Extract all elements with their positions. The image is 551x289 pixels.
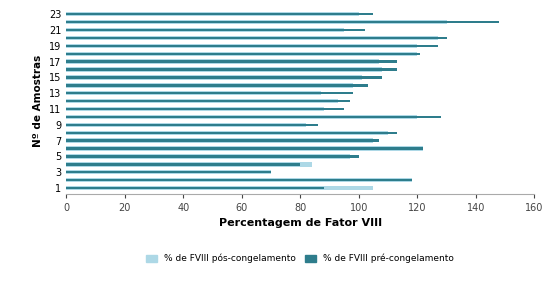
Bar — [66, 107, 324, 111]
Bar — [66, 53, 420, 55]
Bar — [66, 115, 418, 119]
Bar — [66, 92, 353, 95]
Bar — [66, 108, 344, 110]
Bar — [66, 155, 359, 158]
Bar — [66, 124, 318, 126]
Bar — [66, 13, 374, 15]
Bar — [66, 179, 412, 181]
Bar — [66, 91, 321, 95]
Bar — [66, 75, 362, 79]
Bar — [66, 116, 441, 118]
Bar — [66, 51, 418, 56]
Bar — [66, 187, 324, 189]
Bar — [66, 44, 418, 48]
Bar — [66, 154, 350, 159]
Bar — [66, 68, 397, 71]
Bar — [66, 186, 374, 190]
Bar — [66, 162, 312, 166]
Bar — [66, 28, 344, 32]
Bar — [66, 21, 499, 23]
Bar — [66, 178, 412, 182]
Bar — [66, 147, 423, 150]
Bar — [66, 76, 382, 79]
Bar — [66, 99, 338, 103]
Bar — [66, 60, 397, 63]
Bar — [66, 147, 423, 151]
Bar — [66, 100, 350, 102]
Bar — [66, 131, 397, 134]
Bar — [66, 60, 379, 64]
Bar — [66, 83, 353, 88]
Bar — [66, 36, 438, 40]
Bar — [66, 171, 271, 173]
Bar — [66, 67, 382, 72]
Bar — [66, 131, 388, 135]
Bar — [66, 12, 359, 16]
Bar — [66, 37, 447, 39]
X-axis label: Percentagem de Fator VIII: Percentagem de Fator VIII — [219, 218, 382, 228]
Bar — [66, 140, 379, 142]
Bar — [66, 20, 447, 24]
Bar — [66, 170, 271, 175]
Bar — [66, 123, 306, 127]
Y-axis label: Nº de Amostras: Nº de Amostras — [33, 55, 44, 147]
Bar — [66, 84, 368, 86]
Bar — [66, 163, 300, 166]
Bar — [66, 45, 438, 47]
Bar — [66, 29, 365, 31]
Legend: % de FVIII pós-congelamento, % de FVIII pré-congelamento: % de FVIII pós-congelamento, % de FVIII … — [143, 250, 458, 267]
Bar — [66, 138, 374, 143]
